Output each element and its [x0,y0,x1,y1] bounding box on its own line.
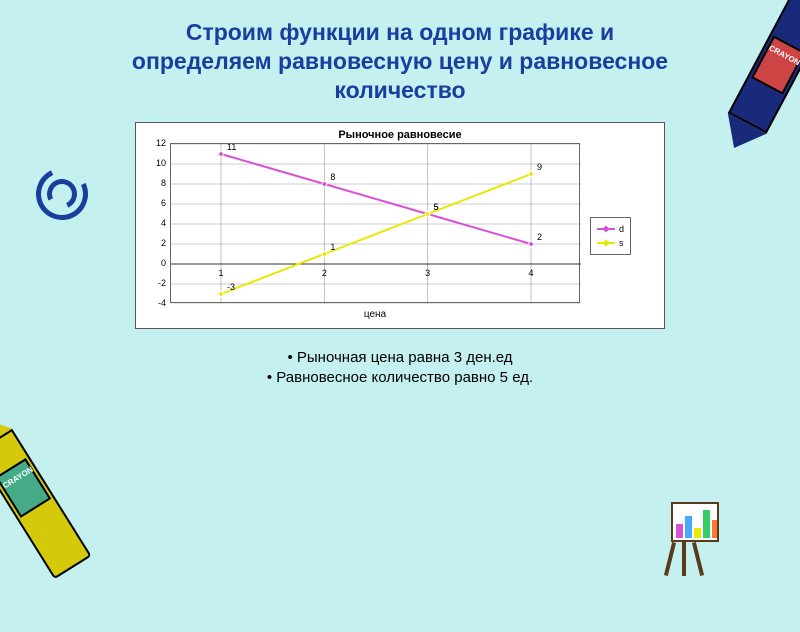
bullet-list: • Рыночная цена равна 3 ден.ед • Равнове… [0,349,800,386]
x-axis-label: цена [170,303,580,328]
chart-container: Рыночное равновесие -4-2024681012 11852-… [135,122,665,329]
chart-title: Рыночное равновесие [136,123,664,143]
decoration-spiral [29,161,96,228]
bullet-item: • Рыночная цена равна 3 ден.ед [0,349,800,366]
legend-item: d [597,222,624,236]
chart-legend: ds [590,217,631,255]
y-axis-ticks: -4-2024681012 [136,143,170,303]
decoration-crayon-yellow: CRAYON [0,388,142,632]
bullet-item: • Равновесное количество равно 5 ед. [0,369,800,386]
x-axis-ticks: 1234 [171,144,581,304]
slide-title: Строим функции на одном графике и опреде… [0,0,800,114]
chart-plot-area: 11852-31591234 [170,143,580,303]
legend-item: s [597,236,624,250]
decoration-easel [660,502,730,582]
